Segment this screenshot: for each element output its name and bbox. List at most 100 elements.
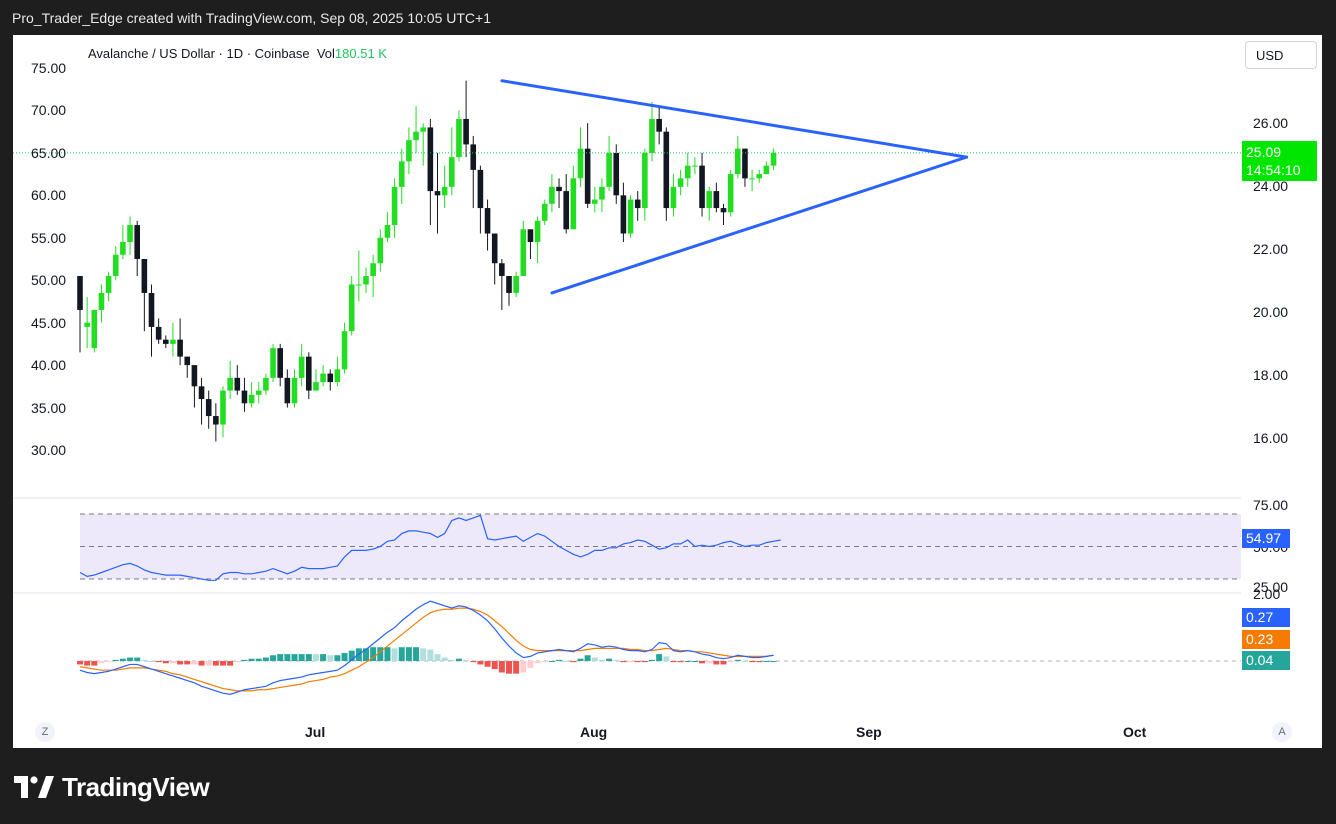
left-axis-label: 55.00 <box>31 230 67 246</box>
candle-body <box>120 242 126 255</box>
candle-body <box>763 165 770 175</box>
macd-histogram-bar <box>348 650 355 661</box>
candle-body <box>727 174 734 213</box>
price-axis-label: 18.00 <box>1253 367 1289 383</box>
candle-body <box>370 263 376 276</box>
candle-body <box>148 292 155 327</box>
macd-histogram-bar <box>405 647 412 661</box>
macd-histogram-bar <box>241 659 248 661</box>
candle-body <box>348 284 355 332</box>
macd-histogram-bar <box>448 659 455 661</box>
candle-body <box>677 178 684 187</box>
macd-histogram-bar <box>234 661 241 663</box>
candle-body <box>613 152 620 196</box>
candle-body <box>720 208 727 213</box>
price-axis-label: 24.00 <box>1253 178 1289 194</box>
macd-histogram-bar <box>248 658 255 661</box>
candle-body <box>91 309 98 349</box>
macd-histogram-bar <box>684 661 691 662</box>
candle-body <box>77 275 83 310</box>
time-axis-label: Aug <box>580 724 608 740</box>
candle-body <box>413 131 419 141</box>
candle-body <box>692 165 698 167</box>
price-axis-label: 22.00 <box>1253 241 1289 257</box>
tradingview-footer-logo: TradingView <box>14 770 210 804</box>
chart-canvas[interactable] <box>13 35 1322 748</box>
left-axis-label: 60.00 <box>31 187 67 203</box>
candle-body <box>184 356 191 366</box>
macd-histogram-bar <box>227 661 234 666</box>
left-axis-label: 40.00 <box>31 357 67 373</box>
macd-histogram-bar <box>498 661 505 673</box>
macd-histogram-bar <box>620 661 627 663</box>
macd-histogram-bar <box>291 654 298 661</box>
left-axis-label: 35.00 <box>31 400 67 416</box>
macd-histogram-bar <box>169 661 176 664</box>
candle-body <box>577 148 584 179</box>
macd-histogram-bar <box>506 661 512 674</box>
macd-histogram-bar <box>627 661 634 663</box>
macd-histogram-bar <box>563 661 570 662</box>
candle-body <box>313 382 319 391</box>
candle-body <box>549 186 555 204</box>
candle-body <box>291 377 298 404</box>
macd-histogram-bar <box>713 661 720 665</box>
macd-histogram-bar <box>420 648 427 661</box>
candle-body <box>463 118 469 145</box>
macd-axis-label: 2.00 <box>1253 586 1281 602</box>
candle-body <box>649 118 655 153</box>
candle-body <box>642 152 648 209</box>
macd-histogram-bar <box>305 654 312 661</box>
macd-histogram-bar <box>649 659 655 661</box>
symbol-title: Avalanche / US Dollar · 1D · Coinbase <box>88 46 310 61</box>
attribution-text: Pro_Trader_Edge created with TradingView… <box>12 10 492 26</box>
chart-panel[interactable]: Avalanche / US Dollar · 1D · Coinbase Vo… <box>13 35 1322 748</box>
price-axis-label: 16.00 <box>1253 430 1289 446</box>
currency-button[interactable]: USD <box>1245 41 1317 69</box>
candle-body <box>306 356 312 391</box>
candle-body <box>663 131 670 209</box>
macd-histogram-bar <box>663 656 670 661</box>
tradingview-logo-icon <box>14 776 54 798</box>
macd-histogram-bar <box>584 655 591 661</box>
macd-histogram-bar <box>220 661 226 666</box>
candle-body <box>234 377 241 391</box>
macd-histogram-bar <box>656 654 663 661</box>
left-axis-label: 30.00 <box>31 442 67 458</box>
candle-body <box>499 263 505 276</box>
histogram-value-tag: 0.04 <box>1242 651 1290 670</box>
candle-body <box>670 186 677 209</box>
candle-body <box>570 178 577 230</box>
candle-body <box>563 191 569 230</box>
macd-histogram-bar <box>527 661 534 668</box>
candle-body <box>363 275 369 285</box>
candle-body <box>98 292 105 310</box>
macd-histogram-bar <box>455 658 462 661</box>
macd-histogram-bar <box>427 649 434 661</box>
auto-scale-button[interactable]: A <box>1272 722 1292 742</box>
candle-body <box>592 199 598 204</box>
macd-histogram-bar <box>212 661 219 666</box>
left-axis-label: 65.00 <box>31 145 67 161</box>
candle-body <box>241 390 248 404</box>
candle-body <box>105 275 112 293</box>
candle-body <box>284 377 291 404</box>
vol-label: Vol <box>316 46 335 61</box>
candle-body <box>513 275 519 293</box>
candle-body <box>155 326 162 340</box>
macd-histogram-bar <box>720 661 727 665</box>
macd-histogram-bar <box>491 661 498 670</box>
candle-body <box>220 390 226 425</box>
macd-histogram-bar <box>262 657 269 661</box>
candle-body <box>599 186 605 200</box>
macd-histogram-bar <box>384 647 391 661</box>
candle-body <box>277 348 283 378</box>
macd-histogram-bar <box>470 661 477 663</box>
zoom-button[interactable]: Z <box>35 722 55 742</box>
candle-body <box>198 386 205 400</box>
candle-body <box>449 157 455 187</box>
macd-histogram-bar <box>677 661 684 663</box>
macd-histogram-bar <box>84 661 91 666</box>
macd-histogram-bar <box>749 661 756 663</box>
candle-body <box>427 127 434 192</box>
